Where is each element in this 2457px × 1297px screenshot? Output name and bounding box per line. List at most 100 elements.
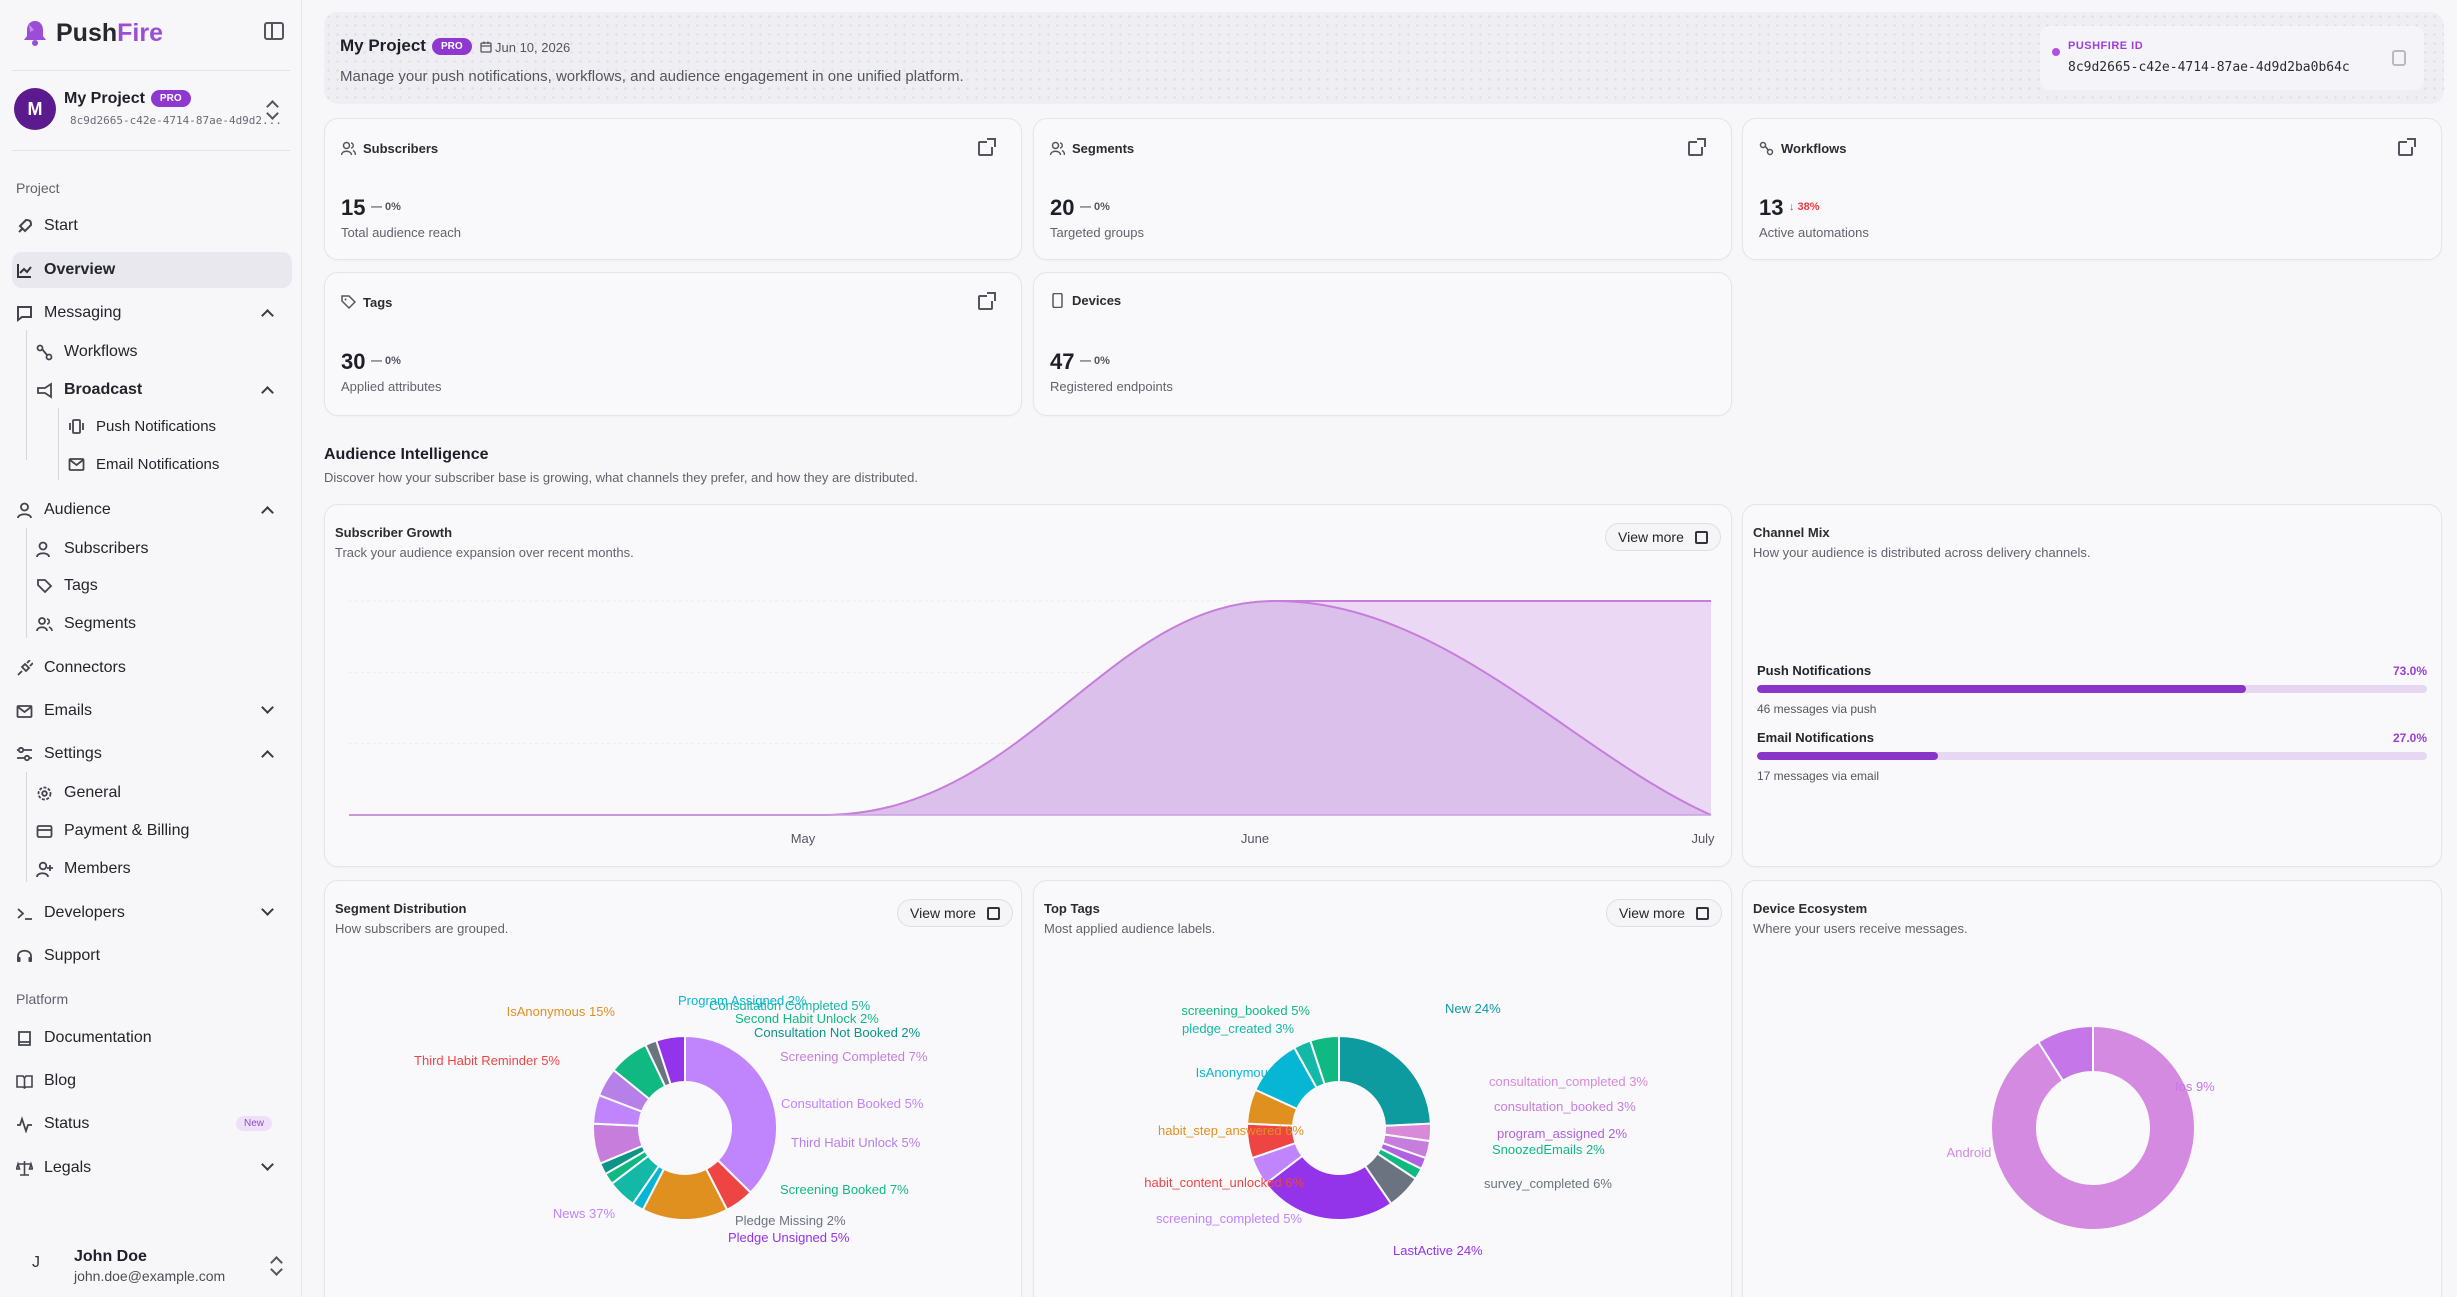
nav-members[interactable]: Members xyxy=(12,851,292,887)
nav-subscribers[interactable]: Subscribers xyxy=(12,531,292,567)
nav-email-notifications[interactable]: Email Notifications xyxy=(12,446,292,482)
brand-logo[interactable]: PushFire xyxy=(22,16,163,50)
nav-documentation[interactable]: Documentation xyxy=(12,1020,292,1056)
nav-payment-billing[interactable]: Payment & Billing xyxy=(12,813,292,849)
external-link-icon xyxy=(1695,531,1708,544)
x-tick-label: July xyxy=(1691,831,1715,846)
headset-icon xyxy=(17,949,32,962)
slice-label: habit_content_unlocked 6% xyxy=(1144,1175,1304,1190)
slice-label: Android 91% xyxy=(1947,1145,2022,1160)
chart-subtitle: How your audience is distributed across … xyxy=(1753,545,2091,560)
nav-tags[interactable]: Tags xyxy=(12,568,292,604)
pro-badge: PRO xyxy=(150,90,191,107)
channel-bar-fill xyxy=(1757,685,2247,693)
nav-workflows[interactable]: Workflows xyxy=(12,334,292,370)
channel-name: Push Notifications xyxy=(1757,663,1872,678)
view-more-button[interactable]: View more xyxy=(1605,523,1721,551)
device-donut-chart: Android 91% Ios 9% xyxy=(1947,1024,2215,1231)
nav-overview[interactable]: Overview xyxy=(12,252,292,288)
nav-emails[interactable]: Emails xyxy=(12,693,292,729)
nav-broadcast[interactable]: Broadcast xyxy=(12,372,292,408)
date-label: Jun 10, 2026 xyxy=(480,40,570,55)
nav-messaging[interactable]: Messaging xyxy=(12,295,292,331)
growth-line xyxy=(349,599,1712,816)
slice-label: consultation_booked 3% xyxy=(1494,1099,1636,1114)
tree-line xyxy=(58,408,59,480)
project-selector[interactable]: M My Project PRO 8c9d2665-c42e-4714-87ae-… xyxy=(12,82,290,138)
megaphone-icon xyxy=(37,382,52,399)
donut-slice[interactable] xyxy=(2036,1024,2094,1083)
stat-card-workflows[interactable]: Workflows 13 ↓ 38% Active automations xyxy=(1742,118,2442,260)
nav-push-notifications[interactable]: Push Notifications xyxy=(12,408,292,444)
nav-audience[interactable]: Audience xyxy=(12,492,292,528)
chevron-up-icon xyxy=(261,506,274,519)
slice-label: Consultation Booked 5% xyxy=(781,1096,924,1111)
external-link-icon[interactable] xyxy=(1688,138,1706,156)
chevron-up-icon xyxy=(261,750,274,763)
stat-title: Workflows xyxy=(1781,141,1847,156)
slice-label: Third Habit Unlock 5% xyxy=(791,1135,921,1150)
donut-slice[interactable] xyxy=(1990,1024,2196,1231)
stat-card-segments[interactable]: Segments 20 — 0% Targeted groups xyxy=(1033,118,1732,260)
stat-subtitle: Applied attributes xyxy=(341,379,442,394)
sidebar: PushFire M My Project PRO 8c9d2665-c42e-4… xyxy=(0,0,302,1297)
top-tags-card: Top Tags Most applied audience labels. V… xyxy=(1033,880,1732,1297)
nav-connectors[interactable]: Connectors xyxy=(12,650,292,686)
donut-slice[interactable] xyxy=(684,1034,778,1194)
stat-card-devices[interactable]: Devices 47 — 0% Registered endpoints xyxy=(1033,272,1732,416)
mail-icon xyxy=(68,458,85,471)
slice-label: Pledge Unsigned 5% xyxy=(728,1230,850,1245)
terminal-icon xyxy=(17,908,32,920)
chevron-down-icon xyxy=(261,701,274,714)
donut-slice[interactable] xyxy=(655,1034,686,1086)
users-icon xyxy=(1050,141,1065,156)
subscriber-growth-card: Subscriber Growth Track your audience ex… xyxy=(324,504,1732,867)
nav-start[interactable]: Start xyxy=(12,208,292,244)
chevron-down-icon xyxy=(261,1158,274,1171)
slice-label: Screening Completed 7% xyxy=(780,1049,928,1064)
donut-slice[interactable] xyxy=(1264,1154,1393,1221)
donut-slice[interactable] xyxy=(1338,1034,1432,1127)
stat-card-tags[interactable]: Tags 30 — 0% Applied attributes xyxy=(324,272,1022,416)
slice-label: screening_completed 5% xyxy=(1156,1211,1302,1226)
sidebar-toggle-icon[interactable] xyxy=(264,22,284,40)
page-header: My Project PRO Jun 10, 2026 Manage your p… xyxy=(324,12,2444,104)
nav-settings[interactable]: Settings xyxy=(12,736,292,772)
user-email: john.doe@example.com xyxy=(74,1268,226,1284)
plug-icon xyxy=(17,660,33,676)
channel-messages: 46 messages via push xyxy=(1757,702,1877,716)
external-link-icon xyxy=(987,907,1000,920)
channel-name: Email Notifications xyxy=(1757,730,1875,745)
channel-percent: 73.0% xyxy=(2392,664,2427,678)
donut-slice[interactable] xyxy=(1309,1034,1340,1086)
tag-icon xyxy=(341,295,356,310)
stat-value: 30 xyxy=(341,349,366,374)
external-link-icon[interactable] xyxy=(978,138,996,156)
bell-logo-icon xyxy=(24,21,46,46)
brand-name: PushFire xyxy=(56,18,163,47)
view-more-button[interactable]: View more xyxy=(897,899,1013,927)
chart-subtitle: Where your users receive messages. xyxy=(1753,921,1968,936)
nav-segments[interactable]: Segments xyxy=(12,606,292,642)
external-link-icon[interactable] xyxy=(2398,138,2416,156)
stat-subtitle: Active automations xyxy=(1759,225,1869,240)
external-link-icon[interactable] xyxy=(978,292,996,310)
nav-general[interactable]: General xyxy=(12,775,292,811)
slice-label: survey_completed 6% xyxy=(1484,1176,1612,1191)
user-menu[interactable]: J John Doe john.doe@example.com xyxy=(12,1244,290,1284)
vibrate-icon xyxy=(69,419,84,434)
growth-chart: May June July xyxy=(349,599,1715,846)
nav-support[interactable]: Support xyxy=(12,938,292,974)
nav-developers[interactable]: Developers xyxy=(12,895,292,931)
nav-legals[interactable]: Legals xyxy=(12,1150,292,1186)
view-more-button[interactable]: View more xyxy=(1606,899,1722,927)
channel-bar xyxy=(1757,685,2427,693)
copy-icon[interactable] xyxy=(2392,50,2406,66)
scale-icon xyxy=(16,1161,33,1176)
stat-card-subscribers[interactable]: Subscribers 15 — 0% Total audience reach xyxy=(324,118,1022,260)
book-icon xyxy=(18,1031,31,1046)
nav-status[interactable]: Status New xyxy=(12,1106,292,1142)
chart-subtitle: Most applied audience labels. xyxy=(1044,921,1216,936)
nav-blog[interactable]: Blog xyxy=(12,1063,292,1099)
chart-title: Channel Mix xyxy=(1753,525,1830,540)
